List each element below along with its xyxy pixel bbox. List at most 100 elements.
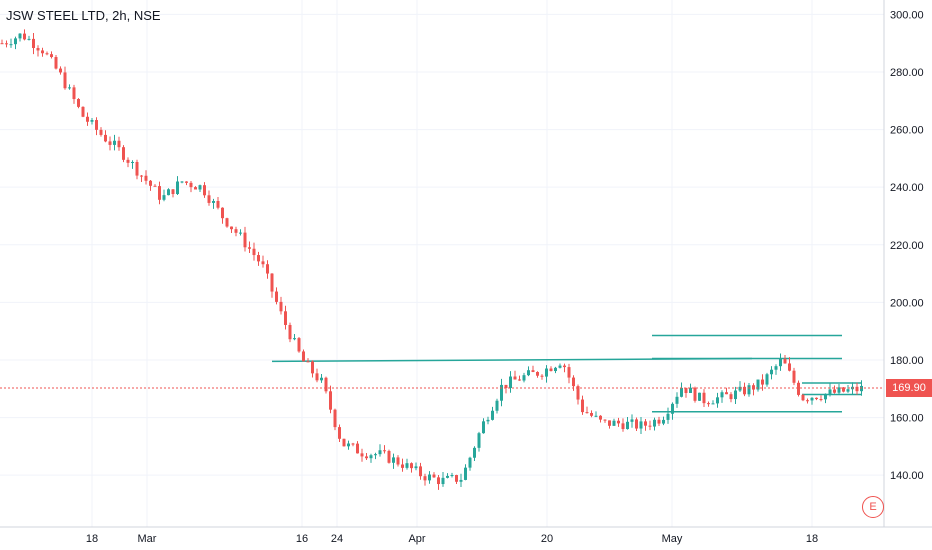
- candle-body: [14, 38, 17, 45]
- candle-body: [122, 147, 125, 160]
- candle-body: [158, 186, 161, 200]
- candle-body: [698, 392, 701, 401]
- candle-body: [27, 38, 31, 40]
- candle-body: [509, 376, 512, 388]
- candle-body: [279, 301, 283, 312]
- candle-body: [828, 389, 832, 394]
- candle-body: [167, 189, 170, 196]
- time-tick-label: 18: [86, 533, 98, 545]
- candle-body: [68, 87, 71, 89]
- candle-body: [306, 361, 310, 363]
- candle-body: [342, 438, 346, 447]
- candle-body: [639, 421, 643, 429]
- candle-body: [18, 33, 22, 39]
- candle-body: [243, 232, 247, 248]
- earnings-badge[interactable]: E: [862, 496, 884, 518]
- candle-body: [612, 420, 616, 426]
- candle-body: [23, 33, 26, 40]
- candle-body: [518, 379, 521, 381]
- candle-body: [351, 443, 355, 445]
- grid: [0, 0, 884, 527]
- candle-body: [194, 187, 197, 190]
- candle-body: [801, 394, 805, 401]
- candle-body: [635, 419, 638, 429]
- price-tick-label: 240.00: [890, 182, 924, 194]
- candle-body: [189, 182, 193, 188]
- price-tick-label: 160.00: [890, 413, 924, 425]
- candle-body: [527, 370, 530, 376]
- candle-body: [198, 185, 202, 190]
- candle-body: [356, 443, 359, 454]
- candle-body: [252, 248, 256, 256]
- last-price-tag: 169.90: [886, 379, 932, 397]
- candle-body: [617, 420, 620, 424]
- time-tick-label: 16: [296, 533, 308, 545]
- candle-body: [495, 400, 499, 411]
- candle-body: [477, 433, 481, 448]
- candle-body: [765, 374, 769, 385]
- candle-body: [131, 161, 134, 163]
- candle-body: [689, 387, 692, 393]
- candle-body: [549, 368, 553, 372]
- candle-body: [554, 367, 557, 372]
- price-tick-label: 280.00: [890, 67, 924, 79]
- candle-body: [185, 181, 188, 183]
- candle-body: [621, 423, 625, 430]
- candle-body: [761, 379, 764, 385]
- candle-body: [675, 396, 679, 404]
- time-tick-label: Mar: [138, 533, 157, 545]
- candle-body: [693, 387, 697, 401]
- candle-body: [396, 457, 400, 465]
- candle-body: [455, 475, 458, 482]
- candle-body: [423, 476, 427, 481]
- candle-body: [572, 377, 575, 387]
- candle-body: [230, 226, 233, 230]
- candle-body: [72, 87, 76, 100]
- price-tick-label: 300.00: [890, 9, 924, 21]
- price-tick-label: 260.00: [890, 125, 924, 137]
- candle-body: [108, 141, 112, 145]
- candle-body: [126, 159, 130, 163]
- candle-body: [797, 382, 800, 395]
- candle-body: [860, 385, 863, 392]
- candle-body: [293, 338, 296, 340]
- candle-body: [212, 200, 215, 203]
- candle-body: [392, 457, 395, 463]
- candle-body: [680, 387, 683, 397]
- candle-body: [266, 264, 269, 274]
- candle-body: [720, 392, 724, 398]
- candle-body: [824, 393, 827, 400]
- candle-body: [387, 450, 391, 463]
- candle-body: [171, 189, 175, 195]
- candle-body: [504, 384, 508, 388]
- candle-body: [203, 185, 206, 196]
- candle-body: [297, 338, 301, 352]
- candle-body: [149, 180, 152, 186]
- candle-body: [788, 363, 791, 371]
- candle-body: [437, 477, 440, 485]
- candles: [0, 29, 863, 490]
- candle-body: [99, 129, 103, 135]
- candle-body: [324, 377, 328, 392]
- candle-body: [9, 44, 13, 46]
- candle-body: [441, 477, 445, 485]
- time-tick-label: May: [662, 533, 683, 545]
- candle-body: [626, 421, 629, 430]
- time-tick-label: 24: [331, 533, 343, 545]
- candle-body: [585, 412, 589, 414]
- candle-body: [270, 273, 274, 292]
- candle-body: [662, 419, 665, 424]
- candle-body: [414, 466, 418, 469]
- candle-body: [311, 361, 314, 374]
- candle-body: [162, 195, 166, 200]
- candle-body: [45, 53, 49, 55]
- candle-body: [603, 419, 607, 421]
- candle-body: [468, 457, 472, 468]
- candle-body: [36, 48, 40, 51]
- candle-body: [360, 453, 364, 457]
- candle-body: [333, 409, 337, 428]
- candle-body: [113, 140, 116, 145]
- candle-body: [608, 420, 611, 426]
- candle-body: [500, 384, 503, 401]
